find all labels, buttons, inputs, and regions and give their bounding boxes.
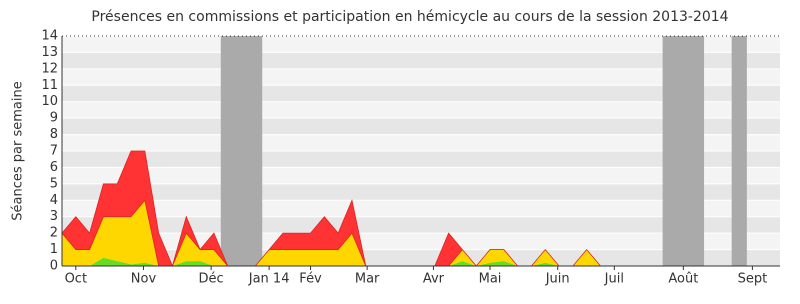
x-tick-label: Oct — [65, 272, 87, 287]
x-tick-label: Nov — [131, 272, 157, 287]
y-tick-label: 10 — [41, 94, 58, 109]
y-tick-label: 4 — [50, 193, 58, 208]
vacation-band — [731, 36, 747, 266]
y-tick-label: 12 — [41, 61, 58, 76]
x-tick-label: Avr — [423, 272, 445, 287]
x-tick-label: Sept — [738, 272, 768, 287]
area — [62, 257, 780, 266]
y-tick-label: 13 — [41, 45, 58, 60]
vacation-band — [662, 36, 705, 266]
area — [61, 150, 780, 268]
y-tick-label: 14 — [41, 29, 58, 44]
x-tick-label: Mai — [479, 272, 502, 287]
y-tick-label: 1 — [50, 242, 58, 257]
area — [62, 200, 780, 266]
y-tick-label: 5 — [50, 176, 58, 191]
vacation-band — [220, 36, 263, 266]
x-tick-label: Mar — [355, 272, 380, 287]
y-tick-label: 2 — [50, 226, 58, 241]
chart-title: Présences en commissions et participatio… — [91, 9, 728, 25]
x-tick-label: Juil — [604, 272, 624, 287]
y-tick-label: 9 — [50, 111, 58, 126]
x-tick-label: Fév — [299, 272, 322, 287]
x-tick-label: Jan 14 — [248, 272, 290, 287]
y-tick-label: 0 — [50, 259, 58, 274]
x-tick-label: Déc — [199, 272, 224, 287]
y-axis-label: Séances par semaine — [11, 81, 26, 220]
y-tick-label: 8 — [50, 127, 58, 142]
y-tick-label: 6 — [50, 160, 58, 175]
y-tick-label: 11 — [41, 78, 58, 93]
y-tick-label: 3 — [50, 209, 58, 224]
x-tick-label: Août — [668, 272, 698, 287]
x-tick-label: Juin — [545, 272, 570, 287]
y-tick-label: 7 — [50, 144, 58, 159]
